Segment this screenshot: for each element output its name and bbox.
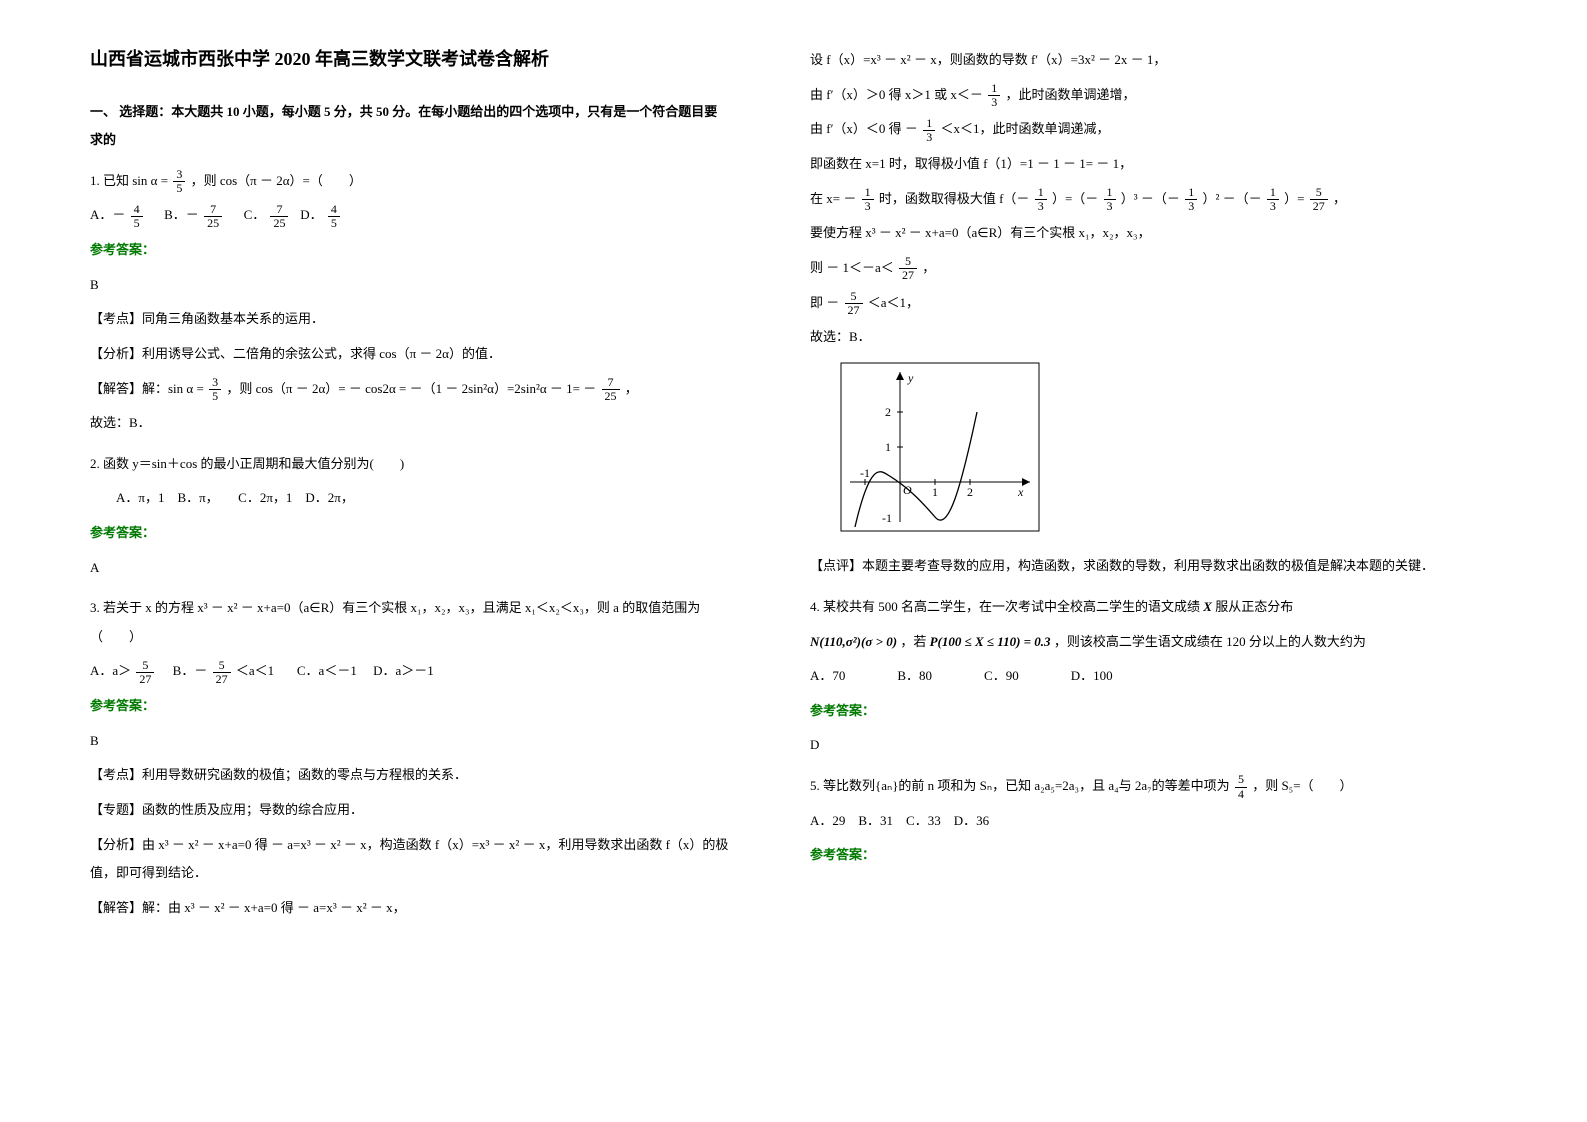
q4-options: A．70 B．80 C．90 D．100 [810, 662, 1450, 691]
q5-options: A．29 B．31 C．33 D．36 [810, 807, 1450, 836]
q3-r-l8: 即 － 527 ＜a＜1， [810, 289, 1450, 318]
q5-stem: 5. 等比数列{aₙ}的前 n 项和为 Sₙ，已知 a₂a₅=2a₃，且 a₄与… [810, 772, 1450, 801]
q5-frac: 54 [1235, 773, 1247, 800]
q1-sol-post: ， [625, 381, 638, 396]
q1-optD-frac: 45 [328, 203, 340, 230]
q3-point: 【考点】利用导数研究函数的极值；函数的零点与方程根的关系． [90, 761, 730, 790]
q1-optC-frac: 725 [270, 203, 288, 230]
q3-r-l2: 由 f′（x）＞0 得 x＞1 或 x＜－ 13 ，此时函数单调递增， [810, 81, 1450, 110]
section-1-heading: 一、 选择题：本大题共 10 小题，每小题 5 分，共 50 分。在每小题给出的… [90, 98, 730, 155]
q3-r-l4: 即函数在 x=1 时，取得极小值 f（1）=1 － 1 － 1= － 1， [810, 150, 1450, 179]
question-2: 2. 函数 y＝sin＋cos 的最小正周期和最大值分别为( ) A．π，1 B… [90, 450, 730, 582]
q3-answer-label: 参考答案： [90, 692, 730, 721]
q1-optB-pre: B．－ [164, 207, 199, 222]
q3-sol1: 【解答】解：由 x³ － x² － x+a=0 得 － a=x³ － x² － … [90, 894, 730, 923]
q3-r-l1: 设 f（x）=x³ － x² － x，则函数的导数 f′（x）=3x² － 2x… [810, 46, 1450, 75]
q1-stem: 1. 已知 sin α = 3 5 ，则 cos（π － 2α）=（ ） [90, 167, 730, 196]
q1-options: A．－ 45 B．－ 725 C． 725 D． 45 [90, 201, 730, 230]
page: 山西省运城市西张中学 2020 年高三数学文联考试卷含解析 一、 选择题：本大题… [0, 0, 1587, 968]
q1-sol-mid: ，则 cos（π － 2α）= － cos2α = －（1 － 2sin²α）=… [226, 381, 596, 396]
svg-text:y: y [907, 371, 914, 385]
q3-optB-frac: 527 [213, 659, 231, 686]
q4-X: X [1203, 599, 1212, 614]
q1-stem-post: ，则 cos（π － 2α）=（ ） [191, 173, 362, 188]
q3-topic: 【专题】函数的性质及应用；导数的综合应用． [90, 796, 730, 825]
q3-r-l7: 则 － 1＜－a＜ 527 ， [810, 254, 1450, 283]
q3-r-l9: 故选：B． [810, 323, 1450, 352]
question-1: 1. 已知 sin α = 3 5 ，则 cos（π － 2α）=（ ） A．－… [90, 167, 730, 438]
q1-sol-frac1: 35 [209, 376, 221, 403]
frac-1-3-a: 13 [988, 82, 1000, 109]
question-3: 3. 若关于 x 的方程 x³ － x² － x+a=0（a∈R）有三个实根 x… [90, 594, 730, 922]
q3-analysis: 【分析】由 x³ － x² － x+a=0 得 － a=x³ － x² － x，… [90, 831, 730, 888]
q3-optC: C．a＜－1 [297, 663, 357, 678]
q1-answer: B [90, 271, 730, 300]
svg-text:-1: -1 [882, 511, 892, 525]
question-4: 4. 某校共有 500 名高二学生，在一次考试中全校高二学生的语文成绩 X 服从… [810, 593, 1450, 760]
svg-text:1: 1 [932, 485, 938, 499]
q1-analysis: 【分析】利用诱导公式、二倍角的余弦公式，求得 cos（π － 2α）的值． [90, 340, 730, 369]
q3-stem: 3. 若关于 x 的方程 x³ － x² － x+a=0（a∈R）有三个实根 x… [90, 594, 730, 651]
q3-r-l6: 要使方程 x³ － x² － x+a=0（a∈R）有三个实根 x₁，x₂，x₃， [810, 219, 1450, 248]
q5-answer-label: 参考答案： [810, 841, 1450, 870]
q3-optA-frac: 527 [136, 659, 154, 686]
q3-optD: D．a＞－1 [373, 663, 434, 678]
q1-sol-end: 故选：B． [90, 409, 730, 438]
q1-answer-label: 参考答案： [90, 236, 730, 265]
q3-answer: B [90, 727, 730, 756]
exam-title: 山西省运城市西张中学 2020 年高三数学文联考试卷含解析 [90, 40, 730, 80]
svg-text:2: 2 [967, 485, 973, 499]
right-column: 设 f（x）=x³ － x² － x，则函数的导数 f′（x）=3x² － 2x… [810, 40, 1450, 928]
svg-text:-1: -1 [860, 466, 870, 480]
q1-stem-pre: 1. 已知 sin α = [90, 173, 168, 188]
q3-optB-post: ＜a＜1 [236, 663, 274, 678]
left-column: 山西省运城市西张中学 2020 年高三数学文联考试卷含解析 一、 选择题：本大题… [90, 40, 730, 928]
q1-solution: 【解答】解：sin α = 35 ，则 cos（π － 2α）= － cos2α… [90, 375, 730, 404]
q4-answer: D [810, 731, 1450, 760]
q1-optC-pre: C． [244, 207, 266, 222]
q3-r-l5: 在 x= － 13 时，函数取得极大值 f（－ 13 ）=（－ 13 ）³ －（… [810, 185, 1450, 214]
q2-options: A．π，1 B．π， C．2π，1 D．2π， [90, 484, 730, 513]
q3-optB-pre: B．－ [173, 663, 208, 678]
svg-text:2: 2 [885, 405, 891, 419]
q4-stem-line2: N(110,σ²)(σ > 0) ，若 P(100 ≤ X ≤ 110) = 0… [810, 628, 1450, 657]
q1-frac-3-5: 3 5 [173, 168, 185, 195]
q1-optD-pre: D． [300, 207, 322, 222]
q1-optA-pre: A．－ [90, 207, 125, 222]
frac-1-3-b: 13 [923, 117, 935, 144]
svg-text:x: x [1017, 485, 1024, 499]
q4-answer-label: 参考答案： [810, 697, 1450, 726]
q3-options: A．a＞ 527 B．－ 527 ＜a＜1 C．a＜－1 D．a＞－1 [90, 657, 730, 686]
q4-stem-line1: 4. 某校共有 500 名高二学生，在一次考试中全校高二学生的语文成绩 X 服从… [810, 593, 1450, 622]
q3-optA-pre: A．a＞ [90, 663, 131, 678]
q4-dist: N(110,σ²)(σ > 0) [810, 634, 897, 649]
q2-stem: 2. 函数 y＝sin＋cos 的最小正周期和最大值分别为( ) [90, 450, 730, 479]
q1-point: 【考点】同角三角函数基本关系的运用． [90, 305, 730, 334]
svg-text:1: 1 [885, 440, 891, 454]
q3-comment: 【点评】本题主要考查导数的应用，构造函数，求函数的导数，利用导数求出函数的极值是… [810, 552, 1450, 581]
q2-answer: A [90, 554, 730, 583]
q4-prob: P(100 ≤ X ≤ 110) = 0.3 [930, 634, 1051, 649]
q3-r-l3: 由 f′（x）＜0 得 － 13 ＜x＜1，此时函数单调递减， [810, 115, 1450, 144]
cubic-graph: -1 1 2 1 2 -1 O x y [840, 362, 1450, 543]
q2-answer-label: 参考答案： [90, 519, 730, 548]
q1-optA-frac: 45 [131, 203, 143, 230]
q1-sol-frac2: 725 [602, 376, 620, 403]
question-5: 5. 等比数列{aₙ}的前 n 项和为 Sₙ，已知 a₂a₅=2a₃，且 a₄与… [810, 772, 1450, 870]
q1-sol-pre: 【解答】解：sin α = [90, 381, 204, 396]
q1-optB-frac: 725 [204, 203, 222, 230]
